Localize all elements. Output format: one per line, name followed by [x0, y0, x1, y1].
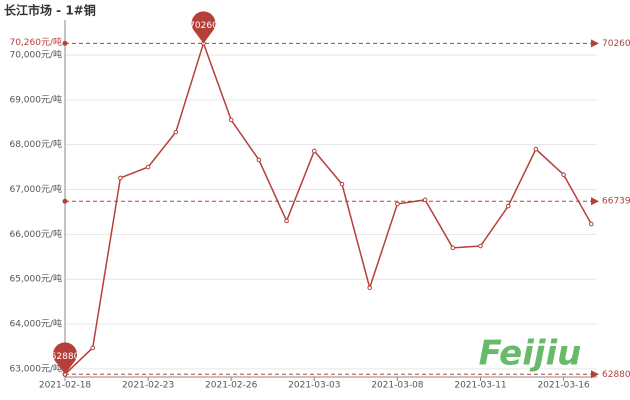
- watermark: Feijiu: [479, 334, 582, 374]
- line: [64, 40, 592, 375]
- mark-line-start: [62, 198, 68, 204]
- y-tick-label: 69,000元/吨: [9, 93, 62, 105]
- y-tick-label: 68,000元/吨: [9, 138, 62, 150]
- point: [145, 164, 151, 170]
- point: [256, 157, 262, 163]
- point: [118, 175, 123, 181]
- point: [339, 181, 345, 187]
- point: [228, 117, 234, 123]
- mark-pin-label: 70260: [189, 21, 218, 31]
- x-tick-label: 2021-03-08: [371, 381, 424, 391]
- point: [505, 203, 511, 209]
- y-tick-label: 64,000元/吨: [9, 318, 62, 330]
- point: [90, 345, 95, 351]
- mark-line-label: 62880: [602, 370, 630, 380]
- point: [533, 146, 539, 152]
- x-tick-label: 2021-03-11: [454, 381, 506, 391]
- mark-line-label: 66739: [602, 197, 630, 207]
- y-tick-label: 66,000元/吨: [9, 228, 62, 240]
- y-tick-label: 67,000元/吨: [9, 183, 62, 195]
- mark-line-label: 70260: [602, 39, 630, 49]
- y-tick-label: 70,260元/吨: [9, 36, 62, 48]
- mark-line-start: [62, 40, 68, 46]
- point: [478, 243, 483, 249]
- mark-line-arrow: [591, 197, 599, 206]
- mark-pin: [191, 11, 216, 44]
- x-tick-label: 2021-02-26: [205, 381, 258, 391]
- x-tick-label: 2021-02-18: [39, 381, 92, 391]
- x-tick-label: 2021-02-23: [122, 381, 174, 391]
- point: [312, 148, 317, 154]
- mark-pin: [53, 342, 77, 375]
- point: [367, 285, 373, 291]
- x-tick-label: 2021-03-16: [537, 381, 590, 391]
- point: [284, 218, 289, 224]
- y-tick-label: 70,000元/吨: [9, 48, 62, 60]
- y-tick-label: 65,000元/吨: [9, 273, 62, 285]
- chart-title: 长江市场 - 1#铜: [4, 3, 96, 18]
- mark-pin-label: 62880: [51, 352, 80, 362]
- x-tick-label: 2021-03-03: [288, 381, 340, 391]
- point: [589, 221, 594, 227]
- mark-line-arrow: [591, 39, 599, 48]
- y-tick-label: 63,000元/吨: [9, 362, 62, 374]
- mark-line-arrow: [591, 370, 599, 379]
- point: [395, 201, 400, 207]
- point: [173, 129, 179, 135]
- point: [450, 245, 456, 251]
- point: [422, 197, 428, 203]
- point: [561, 172, 566, 178]
